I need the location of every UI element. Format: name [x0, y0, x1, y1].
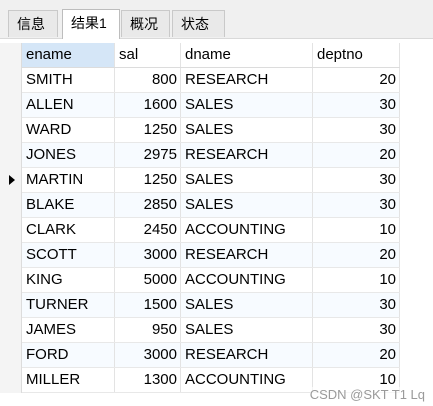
row-indicator[interactable]	[0, 93, 22, 118]
cell-deptno[interactable]: 10	[313, 268, 400, 292]
cell-dname[interactable]: RESEARCH	[181, 243, 313, 267]
row-indicator[interactable]	[0, 243, 22, 268]
cell-sal[interactable]: 3000	[115, 343, 181, 367]
cell-dname[interactable]: SALES	[181, 118, 313, 142]
cell-ename[interactable]: KING	[22, 268, 115, 292]
table-row[interactable]: FORD 3000 RESEARCH 20	[0, 343, 400, 368]
cell-ename[interactable]: WARD	[22, 118, 115, 142]
cell-dname[interactable]: SALES	[181, 293, 313, 317]
cell-deptno[interactable]: 30	[313, 193, 400, 217]
table-row[interactable]: KING 5000 ACCOUNTING 10	[0, 268, 400, 293]
cell-dname[interactable]: SALES	[181, 93, 313, 117]
cell-dname[interactable]: SALES	[181, 318, 313, 342]
cell-deptno[interactable]: 20	[313, 243, 400, 267]
cell-ename[interactable]: BLAKE	[22, 193, 115, 217]
result-grid[interactable]: ename sal dname deptno SMITH 800 RESEARCH 2…	[0, 39, 433, 406]
cell-deptno[interactable]: 30	[313, 118, 400, 142]
cell-sal[interactable]: 1250	[115, 168, 181, 192]
cell-deptno[interactable]: 20	[313, 343, 400, 367]
cell-sal[interactable]: 1500	[115, 293, 181, 317]
cell-ename[interactable]: MARTIN	[22, 168, 115, 192]
cell-deptno[interactable]: 30	[313, 293, 400, 317]
cell-ename[interactable]: JAMES	[22, 318, 115, 342]
cell-deptno[interactable]: 20	[313, 143, 400, 167]
cell-dname[interactable]: RESEARCH	[181, 343, 313, 367]
cell-ename[interactable]: TURNER	[22, 293, 115, 317]
cell-deptno[interactable]: 10	[313, 218, 400, 242]
column-header-deptno[interactable]: deptno	[313, 43, 400, 67]
cell-dname[interactable]: SALES	[181, 168, 313, 192]
cell-sal[interactable]: 1250	[115, 118, 181, 142]
cell-dname[interactable]: SALES	[181, 193, 313, 217]
cell-ename[interactable]: FORD	[22, 343, 115, 367]
cell-ename[interactable]: JONES	[22, 143, 115, 167]
cell-sal[interactable]: 1600	[115, 93, 181, 117]
table-row[interactable]: WARD 1250 SALES 30	[0, 118, 400, 143]
row-indicator[interactable]	[0, 293, 22, 318]
row-indicator[interactable]	[0, 168, 22, 193]
column-header-dname[interactable]: dname	[181, 43, 313, 67]
row-indicator[interactable]	[0, 368, 22, 393]
row-indicator[interactable]	[0, 143, 22, 168]
cell-dname[interactable]: RESEARCH	[181, 68, 313, 92]
tab-bar: 信息 结果1 概况 状态	[0, 0, 433, 39]
table-row[interactable]: JAMES 950 SALES 30	[0, 318, 400, 343]
cell-dname[interactable]: ACCOUNTING	[181, 218, 313, 242]
row-indicator[interactable]	[0, 193, 22, 218]
table-row[interactable]: BLAKE 2850 SALES 30	[0, 193, 400, 218]
tab-profile[interactable]: 概况	[121, 10, 170, 37]
tab-status[interactable]: 状态	[172, 10, 225, 37]
cell-sal[interactable]: 3000	[115, 243, 181, 267]
cell-deptno[interactable]: 30	[313, 318, 400, 342]
cell-ename[interactable]: SMITH	[22, 68, 115, 92]
cell-dname[interactable]: ACCOUNTING	[181, 368, 313, 392]
table-row[interactable]: JONES 2975 RESEARCH 20	[0, 143, 400, 168]
cell-sal[interactable]: 2450	[115, 218, 181, 242]
cell-sal[interactable]: 800	[115, 68, 181, 92]
cell-sal[interactable]: 1300	[115, 368, 181, 392]
row-indicator-header	[0, 43, 22, 68]
cell-ename[interactable]: MILLER	[22, 368, 115, 392]
table-row[interactable]: ALLEN 1600 SALES 30	[0, 93, 400, 118]
cell-ename[interactable]: SCOTT	[22, 243, 115, 267]
table-header-row: ename sal dname deptno	[0, 43, 400, 68]
row-indicator[interactable]	[0, 318, 22, 343]
cell-dname[interactable]: RESEARCH	[181, 143, 313, 167]
tab-info[interactable]: 信息	[8, 10, 58, 37]
row-indicator[interactable]	[0, 68, 22, 93]
cell-dname[interactable]: ACCOUNTING	[181, 268, 313, 292]
row-indicator[interactable]	[0, 268, 22, 293]
cell-sal[interactable]: 2975	[115, 143, 181, 167]
table-row[interactable]: SCOTT 3000 RESEARCH 20	[0, 243, 400, 268]
cell-deptno[interactable]: 20	[313, 68, 400, 92]
cell-sal[interactable]: 2850	[115, 193, 181, 217]
table-row[interactable]: TURNER 1500 SALES 30	[0, 293, 400, 318]
column-header-ename[interactable]: ename	[22, 43, 115, 67]
row-indicator[interactable]	[0, 218, 22, 243]
cell-deptno[interactable]: 30	[313, 168, 400, 192]
row-indicator[interactable]	[0, 118, 22, 143]
row-indicator[interactable]	[0, 343, 22, 368]
cell-sal[interactable]: 950	[115, 318, 181, 342]
column-header-sal[interactable]: sal	[115, 43, 181, 67]
triangle-right-icon	[9, 175, 15, 185]
table-row[interactable]: MARTIN 1250 SALES 30	[0, 168, 400, 193]
watermark: CSDN @SKT T1 Lq	[310, 387, 425, 402]
table-row[interactable]: SMITH 800 RESEARCH 20	[0, 68, 400, 93]
cell-sal[interactable]: 5000	[115, 268, 181, 292]
tab-result1[interactable]: 结果1	[62, 9, 120, 39]
table-row[interactable]: CLARK 2450 ACCOUNTING 10	[0, 218, 400, 243]
cell-ename[interactable]: CLARK	[22, 218, 115, 242]
cell-ename[interactable]: ALLEN	[22, 93, 115, 117]
cell-deptno[interactable]: 30	[313, 93, 400, 117]
